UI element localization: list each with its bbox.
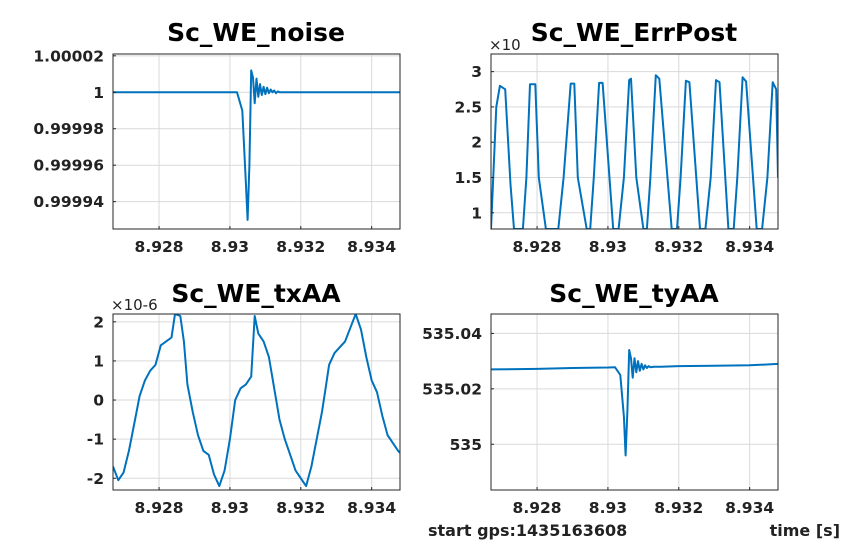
x-tick-label: 8.928: [135, 499, 184, 517]
series-line: [491, 349, 778, 457]
series-line: [491, 74, 778, 229]
x-tick-label: 8.93: [211, 499, 249, 517]
axes-frame: [112, 53, 401, 230]
y-tick-label: 0: [93, 392, 104, 410]
y-tick-label: 535.02: [422, 380, 482, 398]
x-tick-label: 8.932: [654, 499, 703, 517]
y-tick-label: 0.99998: [33, 120, 104, 138]
x-tick-label: 8.934: [347, 238, 396, 256]
start-gps-label: start gps:1435163608: [428, 521, 627, 540]
y-tick-label: 535: [450, 436, 482, 454]
chart-title: Sc_WE_noise: [167, 18, 345, 47]
x-tick-label: 8.932: [276, 499, 325, 517]
y-tick-label: 1: [93, 352, 104, 370]
x-tick-label: 8.93: [211, 238, 249, 256]
series-line: [113, 69, 400, 221]
x-tick-label: 8.928: [513, 238, 562, 256]
y-tick-label: 3: [471, 63, 482, 81]
x-tick-label: 8.932: [276, 238, 325, 256]
x-tick-label: 8.932: [654, 238, 703, 256]
axis-exponent-label: ×10: [489, 36, 521, 54]
series-line: [113, 314, 400, 488]
axes-frame: [490, 313, 779, 491]
y-tick-label: 2: [471, 134, 482, 152]
plot-area: [491, 314, 778, 490]
x-tick-label: 8.934: [725, 499, 774, 517]
chart-title: Sc_WE_tyAA: [549, 279, 719, 308]
x-axis-label: time [s]: [770, 521, 840, 540]
axes-frame: [490, 53, 779, 230]
y-tick-label: 535.04: [422, 325, 482, 343]
x-tick-label: 8.93: [589, 499, 627, 517]
axis-exponent-label: ×10-6: [111, 296, 158, 314]
x-tick-label: 8.93: [589, 238, 627, 256]
y-tick-label: 1.00002: [33, 47, 104, 65]
y-tick-label: -1: [87, 431, 104, 449]
x-tick-label: 8.928: [135, 238, 184, 256]
y-tick-label: 1.5: [455, 169, 482, 187]
x-tick-label: 8.934: [725, 238, 774, 256]
y-tick-label: 1: [471, 204, 482, 222]
y-tick-label: 2.5: [455, 98, 482, 116]
y-tick-label: 0.99994: [33, 193, 104, 211]
x-tick-label: 8.928: [513, 499, 562, 517]
chart-title: Sc_WE_ErrPost: [531, 18, 738, 47]
axes-frame: [112, 313, 401, 491]
x-tick-label: 8.934: [347, 499, 396, 517]
y-tick-label: 0.99996: [33, 157, 104, 175]
y-tick-label: -2: [87, 470, 104, 488]
y-tick-label: 1: [93, 84, 104, 102]
plot-area: [113, 314, 400, 490]
y-tick-label: 2: [93, 313, 104, 331]
chart-title: Sc_WE_txAA: [171, 279, 341, 308]
